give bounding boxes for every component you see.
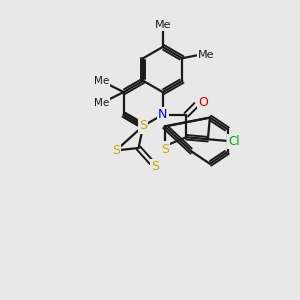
Text: N: N [158, 108, 167, 121]
Text: Me: Me [94, 98, 109, 108]
Text: O: O [198, 96, 208, 110]
Text: S: S [152, 160, 160, 173]
Text: Me: Me [198, 50, 214, 60]
Text: S: S [139, 119, 147, 133]
Text: S: S [112, 144, 120, 157]
Text: Cl: Cl [229, 135, 240, 148]
Text: S: S [161, 142, 169, 155]
Text: Me: Me [94, 76, 109, 86]
Text: Me: Me [154, 20, 171, 30]
